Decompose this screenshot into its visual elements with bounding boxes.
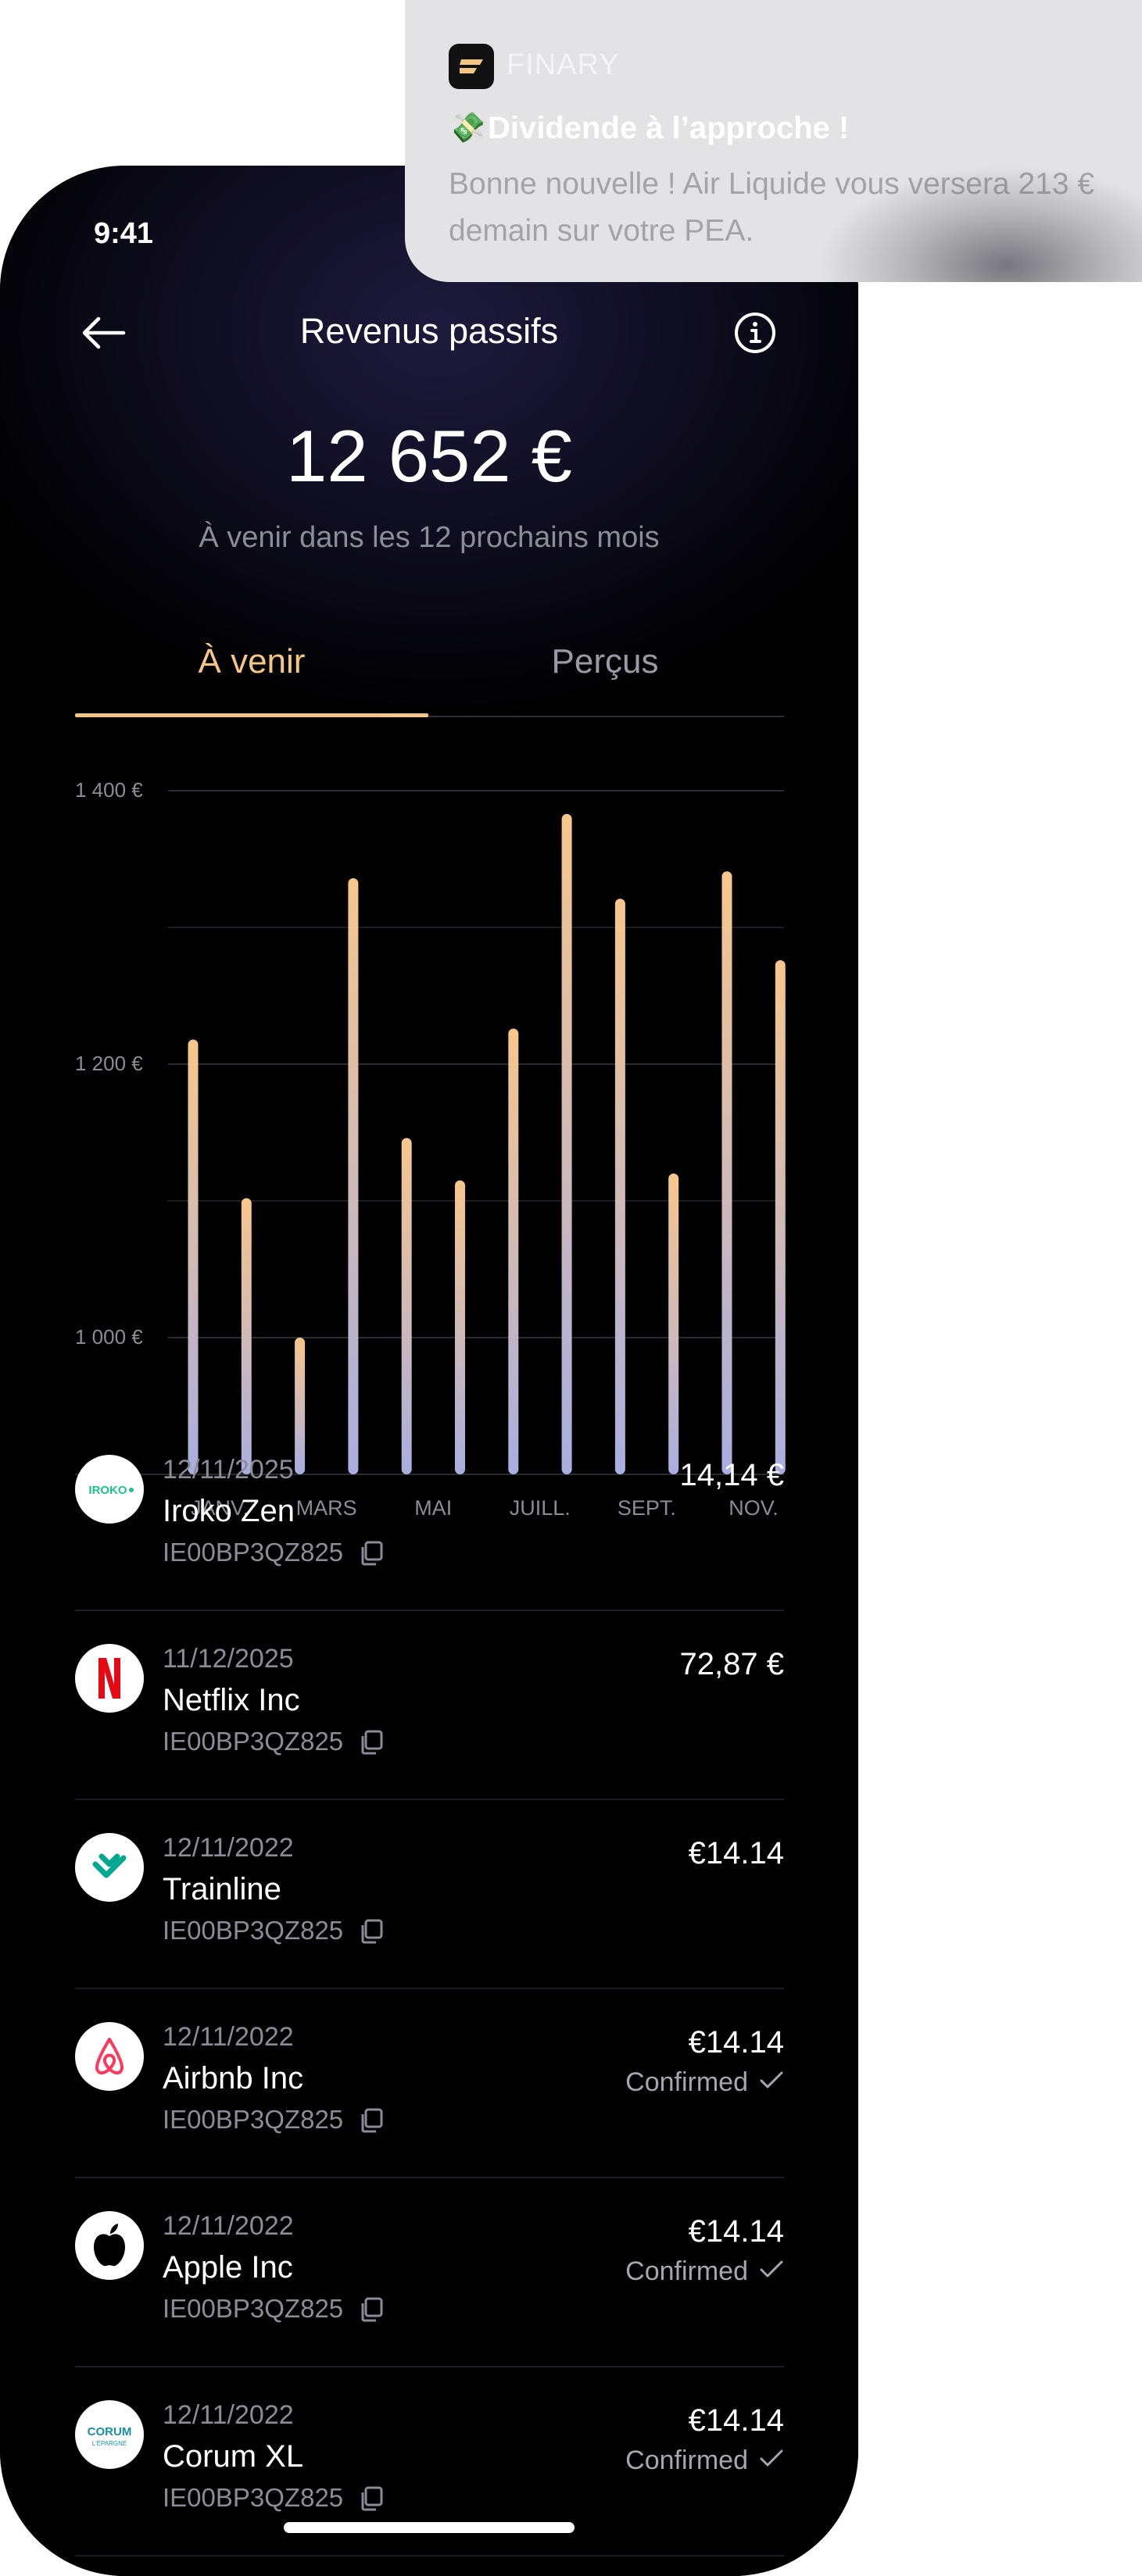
- transaction-name: Trainline: [163, 1872, 281, 1906]
- transaction-name: Iroko Zen: [163, 1494, 295, 1528]
- total-amount: 12 652 €: [286, 415, 572, 497]
- airbnb-logo: [75, 2022, 144, 2091]
- transaction-name: Netflix Inc: [163, 1683, 300, 1717]
- transaction-date: 12/11/2022: [163, 2211, 294, 2241]
- list-item[interactable]: 12/11/2022 Trainline IE00BP3QZ825 €14.14: [75, 1799, 784, 1989]
- transaction-amount: €14.14: [688, 2403, 784, 2438]
- bar-oct[interactable]: [668, 1174, 679, 1474]
- status-label: Confirmed: [625, 2256, 748, 2286]
- status-label: Confirmed: [625, 2067, 748, 2097]
- transaction-isin: IE00BP3QZ825: [163, 1538, 344, 1567]
- transaction-amount: €14.14: [688, 2214, 784, 2249]
- bar-sept[interactable]: [614, 899, 625, 1474]
- bar-févr[interactable]: [241, 1198, 252, 1475]
- corum-logo-subtext: L'ÉPARGNE: [92, 2440, 127, 2447]
- total-subtitle: À venir dans les 12 prochains mois: [199, 521, 660, 554]
- apple-logo: [75, 2211, 144, 2280]
- finary-app-icon: [449, 44, 494, 89]
- corum-logo: CORUM L'ÉPARGNE: [75, 2400, 144, 2469]
- bar-déc[interactable]: [775, 960, 786, 1474]
- transaction-amount: €14.14: [688, 2025, 784, 2060]
- bar-juin[interactable]: [455, 1180, 465, 1474]
- info-circle-icon[interactable]: [733, 311, 777, 355]
- copy-icon[interactable]: [357, 1917, 385, 1945]
- netflix-logo: [75, 1644, 144, 1713]
- home-indicator[interactable]: [284, 2522, 575, 2533]
- transaction-date: 12/11/2022: [163, 1833, 294, 1863]
- list-item[interactable]: CORUM L'ÉPARGNE 12/11/2022 Corum XL IE00…: [75, 2366, 784, 2556]
- transaction-name: Corum XL: [163, 2439, 304, 2474]
- money-wings-icon: 💸: [449, 112, 486, 145]
- tab-received[interactable]: Perçus: [551, 642, 659, 681]
- check-icon: [759, 2067, 784, 2098]
- tab-divider: [75, 716, 784, 717]
- phone-frame: 9:41 Revenus passifs 12 652 € À venir da…: [0, 166, 858, 2576]
- x-tick-label: SEPT.: [618, 1496, 676, 1520]
- x-tick-label: MAI: [414, 1496, 452, 1520]
- transaction-date: 12/11/2022: [163, 2400, 294, 2430]
- bar-nov[interactable]: [721, 871, 732, 1474]
- tab-active-indicator: [75, 713, 428, 717]
- bar-mars[interactable]: [295, 1338, 306, 1474]
- transaction-isin: IE00BP3QZ825: [163, 1916, 344, 1945]
- transaction-date: 12/11/2022: [163, 2022, 294, 2052]
- y-tick-label: 1 000 €: [75, 1325, 143, 1349]
- corum-logo-text: CORUM: [88, 2425, 132, 2438]
- bar-août[interactable]: [561, 813, 572, 1474]
- list-item[interactable]: 11/12/2025 Netflix Inc IE00BP3QZ825 72,8…: [75, 1610, 784, 1800]
- y-tick-label: 1 200 €: [75, 1052, 143, 1075]
- status-badge: Confirmed: [625, 2446, 784, 2476]
- transaction-isin: IE00BP3QZ825: [163, 1727, 344, 1756]
- status-label: Confirmed: [625, 2446, 748, 2475]
- transaction-name: Airbnb Inc: [163, 2061, 304, 2095]
- y-tick-label: 1 400 €: [75, 778, 143, 802]
- copy-icon[interactable]: [357, 2106, 385, 2135]
- push-notification[interactable]: FINARY 💸 Dividende à l’approche ! Bonne …: [405, 0, 1142, 282]
- bar-janv[interactable]: [188, 1039, 199, 1475]
- transaction-isin: IE00BP3QZ825: [163, 2483, 344, 2512]
- income-chart: 1 000 € 1 200 € 1 400 € JANV. MARS MAI JUILL.…: [75, 778, 786, 1520]
- check-icon: [759, 2256, 784, 2287]
- x-tick-label: JANV.: [191, 1496, 249, 1520]
- x-tick-label: MARS: [296, 1496, 357, 1520]
- page-title: Revenus passifs: [299, 311, 559, 351]
- status-badge: Confirmed: [625, 2067, 784, 2098]
- copy-icon[interactable]: [357, 2485, 385, 2513]
- iroko-logo-text: IROKO: [88, 1484, 127, 1497]
- list-item[interactable]: 12/11/2022 Apple Inc IE00BP3QZ825 €14.14…: [75, 2177, 784, 2367]
- transaction-amount: €14.14: [688, 1836, 784, 1870]
- copy-icon[interactable]: [357, 1728, 385, 1756]
- bar-juill[interactable]: [508, 1028, 519, 1475]
- screen: 9:41 Revenus passifs 12 652 € À venir da…: [0, 166, 858, 2576]
- notification-app-name: FINARY: [507, 48, 620, 81]
- tab-upcoming[interactable]: À venir: [198, 642, 306, 681]
- transaction-amount: 72,87 €: [679, 1647, 784, 1681]
- status-time: 9:41: [94, 217, 154, 250]
- transaction-amount: 14,14 €: [679, 1458, 784, 1492]
- x-tick-label: NOV.: [729, 1496, 779, 1520]
- list-item[interactable]: IROKO 12/11/2025 Iroko Zen IE00BP3QZ825 …: [75, 1420, 784, 1611]
- x-tick-label: JUILL.: [510, 1496, 571, 1520]
- notification-blur-overlay: [749, 63, 1142, 282]
- copy-icon[interactable]: [357, 2296, 385, 2324]
- iroko-logo: IROKO: [75, 1455, 144, 1524]
- list-item[interactable]: 12/11/2022 Airbnb Inc IE00BP3QZ825 €14.1…: [75, 1988, 784, 2178]
- status-badge: Confirmed: [625, 2256, 784, 2287]
- bar-mai[interactable]: [401, 1138, 412, 1475]
- bar-avr[interactable]: [348, 878, 359, 1474]
- transaction-isin: IE00BP3QZ825: [163, 2294, 344, 2323]
- transaction-date: 12/11/2025: [163, 1455, 294, 1485]
- arrow-left-icon[interactable]: [78, 311, 128, 355]
- copy-icon[interactable]: [357, 1539, 385, 1567]
- check-icon: [759, 2446, 784, 2476]
- transaction-name: Apple Inc: [163, 2250, 293, 2285]
- trainline-logo: [75, 1833, 144, 1902]
- transaction-date: 11/12/2025: [163, 1644, 294, 1674]
- transaction-isin: IE00BP3QZ825: [163, 2105, 344, 2134]
